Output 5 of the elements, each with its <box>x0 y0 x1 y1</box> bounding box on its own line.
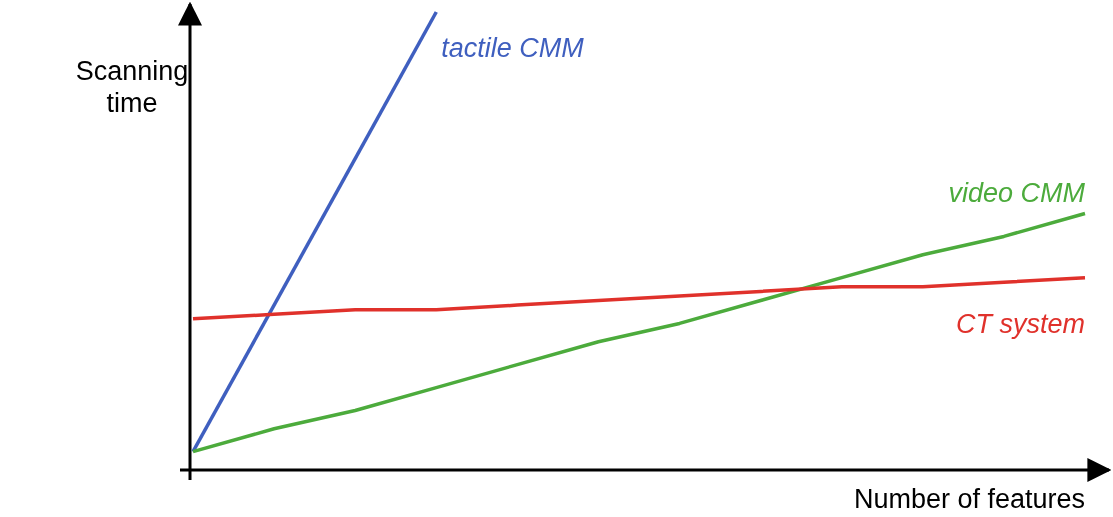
series-label: tactile CMM <box>441 33 585 63</box>
x-axis-title: Number of features <box>853 484 1085 514</box>
series-label: CT system <box>955 308 1085 339</box>
series-label: video CMM <box>948 177 1086 208</box>
y-axis-title: Scanning time <box>75 56 189 118</box>
